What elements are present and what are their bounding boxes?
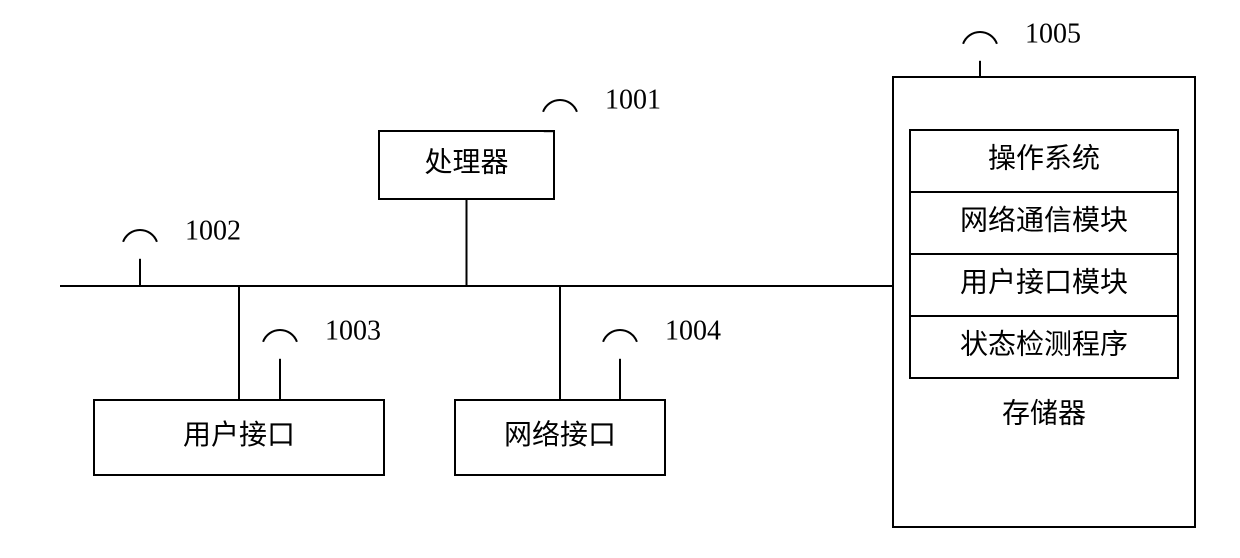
user_interface-label: 用户接口: [183, 419, 295, 451]
user_interface-ref-label: 1003: [325, 315, 381, 346]
storage-caption: 存储器: [1002, 397, 1086, 429]
storage-ref-hook: [963, 32, 997, 44]
storage-row-0-label: 操作系统: [988, 142, 1100, 174]
processor-ref-label: 1001: [605, 84, 661, 115]
storage-ref-label: 1005: [1025, 18, 1081, 49]
storage-row-2-label: 用户接口模块: [960, 266, 1128, 298]
network_if-label: 网络接口: [504, 419, 616, 451]
storage-row-1-label: 网络通信模块: [960, 204, 1128, 236]
processor-label: 处理器: [424, 146, 508, 178]
storage-row-3-label: 状态检测程序: [960, 328, 1128, 360]
user_interface-ref-hook: [263, 330, 297, 342]
block-diagram: 处理器用户接口 网络接口 操作系统网络通信模块用户接口模块状态检测程序存储器 1001…: [0, 0, 1240, 558]
bus-ref-hook: [123, 230, 157, 242]
processor-ref-hook: [543, 100, 577, 112]
bus-ref-label: 1002: [185, 215, 241, 246]
network_if-ref-label: 1004: [665, 315, 721, 346]
network_if-ref-hook: [603, 330, 637, 342]
